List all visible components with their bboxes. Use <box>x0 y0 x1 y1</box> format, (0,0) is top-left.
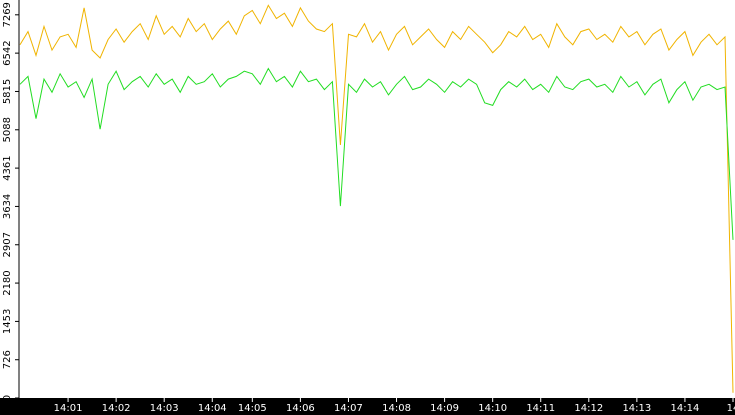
x-tick-label: 14:10 <box>478 403 507 414</box>
x-tick-label: 14:14 <box>671 403 700 414</box>
x-tick-label: 14 <box>727 403 735 414</box>
y-tick-label: 2180 <box>2 270 13 295</box>
y-tick-label: 0 <box>2 395 13 401</box>
y-tick-label: 3634 <box>2 194 13 219</box>
x-tick-label: 14:04 <box>198 403 227 414</box>
y-tick-label: 4361 <box>2 155 13 180</box>
x-tick-label: 14:09 <box>430 403 459 414</box>
x-tick-label: 14:02 <box>102 403 131 414</box>
x-tick-label: 14:12 <box>574 403 603 414</box>
x-tick-label: 14:06 <box>286 403 315 414</box>
x-tick-label: 14:08 <box>382 403 411 414</box>
y-tick-label: 5088 <box>2 117 13 142</box>
x-tick-label: 14:01 <box>54 403 83 414</box>
x-axis-band <box>0 398 735 415</box>
y-tick-label: 2907 <box>2 232 13 257</box>
x-tick-label: 14:11 <box>526 403 555 414</box>
series-line <box>19 67 734 240</box>
x-tick-label: 14:05 <box>238 403 267 414</box>
y-tick-label: 5815 <box>2 79 13 104</box>
series-line <box>19 4 734 393</box>
x-tick-label: 14:13 <box>622 403 651 414</box>
y-tick-label: 7269 <box>2 2 13 27</box>
y-tick-label: 6542 <box>2 40 13 65</box>
y-tick-label: 1453 <box>2 309 13 334</box>
x-tick-label: 14:03 <box>150 403 179 414</box>
y-tick-label: 726 <box>2 350 13 369</box>
x-tick-label: 14:07 <box>334 403 363 414</box>
